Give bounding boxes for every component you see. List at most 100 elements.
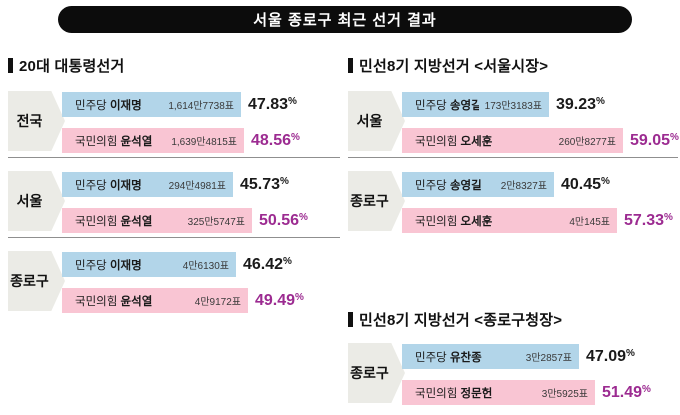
percent-sign: % [670, 131, 679, 143]
section-title: 민선8기 지방선거 <종로구청장> [359, 311, 563, 329]
percentage-value: 51.49% [602, 383, 651, 401]
percentage-value: 47.09% [586, 347, 635, 365]
candidate-name: 국민의힘 오세훈 [415, 215, 493, 228]
vote-count: 1,614만7738표 [168, 101, 234, 112]
candidate-bar-row: 국민의힘 윤석열 325만5747표 50.56% [62, 208, 308, 233]
result-bar: 국민의힘 윤석열 1,639만4815표 [62, 128, 244, 153]
result-bar: 민주당 유찬종 3만2857표 [402, 344, 579, 369]
percentage-value: 40.45% [561, 175, 610, 193]
percentage-value: 39.23% [556, 95, 605, 113]
candidate-bar-row: 국민의힘 정문헌 3만5925표 51.49% [402, 380, 651, 405]
vote-count: 3만2857표 [525, 353, 572, 364]
candidate-name: 민주당 송영길 [415, 179, 482, 192]
candidate-name: 국민의힘 윤석열 [75, 215, 153, 228]
percentage-value: 46.42% [243, 255, 292, 273]
group-divider [8, 157, 340, 158]
vote-count: 294만4981표 [168, 181, 226, 192]
vote-count: 260만8277표 [558, 137, 616, 148]
result-bar: 국민의힘 오세훈 4만145표 [402, 208, 617, 233]
candidate-name: 민주당 유찬종 [415, 351, 482, 364]
candidate-bar-row: 국민의힘 윤석열 4만9172표 49.49% [62, 288, 304, 313]
section-tick-icon [348, 57, 353, 73]
candidate-name: 국민의힘 윤석열 [75, 135, 153, 148]
vote-count: 1,639만4815표 [171, 137, 237, 148]
percent-sign: % [288, 95, 297, 107]
region-label: 종로구 [350, 365, 389, 381]
vote-count: 3만5925표 [541, 389, 588, 400]
region-label: 종로구 [350, 193, 389, 209]
region-arrow-shape: 종로구 [348, 171, 405, 231]
vote-count: 4만145표 [569, 217, 610, 228]
region-arrow-shape: 전국 [8, 91, 65, 151]
percent-sign: % [295, 291, 304, 303]
candidate-name: 민주당 송영길 [415, 99, 479, 112]
candidate-bar-row: 민주당 송영길 173만3183표 39.23% [402, 92, 605, 117]
candidate-name: 민주당 이재명 [75, 259, 142, 272]
section-tick-icon [8, 57, 13, 73]
region-arrow-shape: 종로구 [348, 343, 405, 403]
section-tick-icon [348, 311, 353, 327]
candidate-name: 국민의힘 윤석열 [75, 295, 153, 308]
candidate-bar-row: 국민의힘 오세훈 260만8277표 59.05% [402, 128, 679, 153]
percent-sign: % [283, 255, 292, 267]
candidate-name: 국민의힘 오세훈 [415, 135, 493, 148]
region-arrow-shape: 서울 [8, 171, 65, 231]
percentage-value: 57.33% [624, 211, 673, 229]
result-bar: 국민의힘 오세훈 260만8277표 [402, 128, 623, 153]
election-section: 민선8기 지방선거 <서울시장> 서울 민주당 송영길 173만3183표 39… [348, 56, 679, 233]
percentage-value: 49.49% [255, 291, 304, 309]
candidate-name: 민주당 이재명 [75, 99, 142, 112]
region-group: 서울 민주당 이재명 294만4981표 45.73% 국민의힘 윤석열 325… [8, 168, 340, 240]
percent-sign: % [596, 95, 605, 107]
candidate-bar-row: 민주당 이재명 4만6130표 46.42% [62, 252, 292, 277]
region-label: 전국 [16, 113, 43, 129]
result-bar: 민주당 이재명 1,614만7738표 [62, 92, 241, 117]
percentage-value: 59.05% [630, 131, 679, 149]
region-label: 서울 [16, 193, 43, 209]
group-divider [8, 237, 340, 238]
section-title: 20대 대통령선거 [19, 57, 125, 75]
result-bar: 국민의힘 정문헌 3만5925표 [402, 380, 595, 405]
result-bar: 민주당 송영길 2만8327표 [402, 172, 554, 197]
election-section: 민선8기 지방선거 <종로구청장> 종로구 민주당 유찬종 3만2857표 47… [348, 310, 678, 405]
region-group: 종로구 민주당 유찬종 3만2857표 47.09% 국민의힘 정문헌 3만59… [348, 340, 678, 412]
percentage-value: 50.56% [259, 211, 308, 229]
percentage-value: 48.56% [251, 131, 300, 149]
vote-count: 2만8327표 [500, 181, 547, 192]
candidate-bar-row: 민주당 이재명 294만4981표 45.73% [62, 172, 289, 197]
region-group: 종로구 민주당 송영길 2만8327표 40.45% 국민의힘 오세훈 4만14… [348, 168, 678, 240]
vote-count: 325만5747표 [187, 217, 245, 228]
region-arrow-shape: 서울 [348, 91, 405, 151]
percent-sign: % [664, 211, 673, 223]
section-header: 20대 대통령선거 [8, 56, 340, 75]
group-divider [348, 157, 678, 158]
percent-sign: % [626, 347, 635, 359]
election-section: 20대 대통령선거 전국 민주당 이재명 1,614만7738표 47.83% … [8, 56, 340, 313]
candidate-bar-row: 민주당 유찬종 3만2857표 47.09% [402, 344, 635, 369]
percent-sign: % [601, 175, 610, 187]
section-title: 민선8기 지방선거 <서울시장> [359, 57, 549, 75]
candidate-name: 국민의힘 정문헌 [415, 387, 493, 400]
candidate-bar-row: 국민의힘 오세훈 4만145표 57.33% [402, 208, 673, 233]
result-bar: 민주당 이재명 4만6130표 [62, 252, 236, 277]
percentage-value: 45.73% [240, 175, 289, 193]
section-header: 민선8기 지방선거 <종로구청장> [348, 310, 678, 329]
vote-count: 4만6130표 [182, 261, 229, 272]
vote-count: 173만3183표 [484, 101, 542, 112]
candidate-bar-row: 민주당 이재명 1,614만7738표 47.83% [62, 92, 297, 117]
result-bar: 민주당 이재명 294만4981표 [62, 172, 233, 197]
result-bar: 국민의힘 윤석열 4만9172표 [62, 288, 248, 313]
percent-sign: % [291, 131, 300, 143]
region-arrow-shape: 종로구 [8, 251, 65, 311]
region-label: 종로구 [10, 273, 49, 289]
region-group: 전국 민주당 이재명 1,614만7738표 47.83% 국민의힘 윤석열 1… [8, 88, 340, 160]
region-group: 종로구 민주당 이재명 4만6130표 46.42% 국민의힘 윤석열 4만91… [8, 248, 340, 320]
candidate-name: 민주당 이재명 [75, 179, 142, 192]
result-bar: 민주당 송영길 173만3183표 [402, 92, 549, 117]
section-header: 민선8기 지방선거 <서울시장> [348, 56, 678, 75]
percentage-value: 47.83% [248, 95, 297, 113]
percent-sign: % [642, 383, 651, 395]
page-title: 서울 종로구 최근 선거 결과 [58, 6, 632, 33]
candidate-bar-row: 민주당 송영길 2만8327표 40.45% [402, 172, 610, 197]
